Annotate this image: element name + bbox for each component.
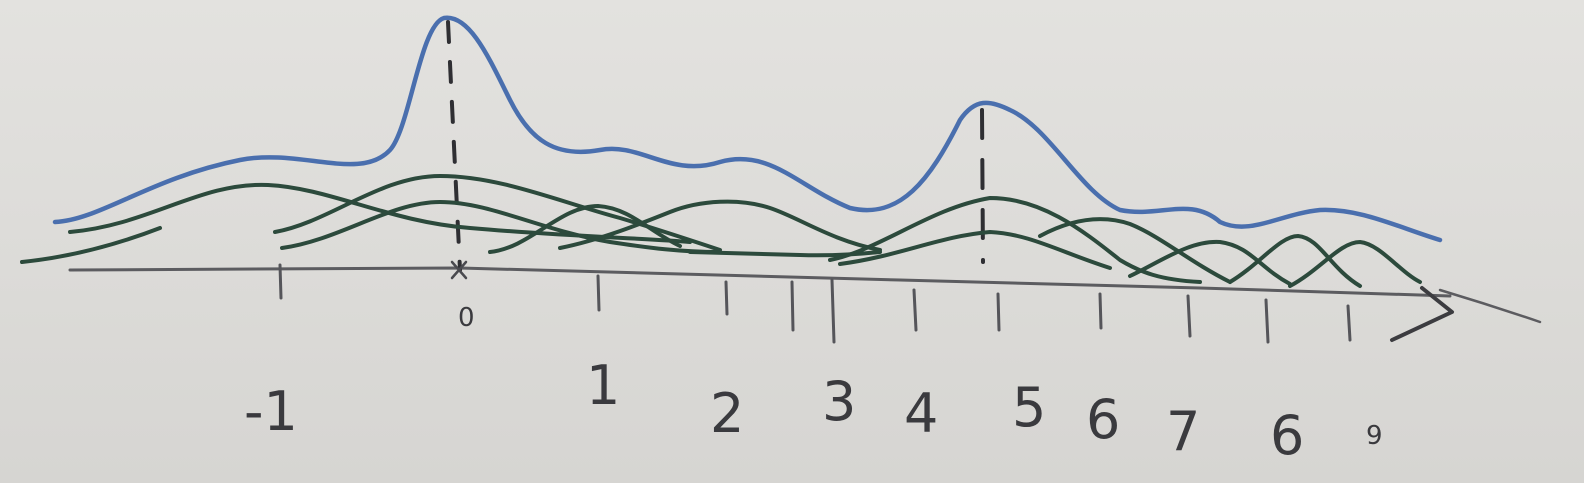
axis-label-9: 9: [1366, 421, 1383, 451]
component-curve-9: [1288, 240, 1422, 288]
axis-label-5: 5: [1012, 376, 1046, 439]
component-curve-1: [488, 204, 682, 254]
tick-6: [1098, 292, 1103, 330]
component-curve-2: [558, 199, 882, 252]
component-curve-8: [1228, 234, 1362, 288]
tick-3: [830, 278, 836, 344]
axis-label-2: 2: [710, 382, 744, 445]
x-axis: [68, 266, 1542, 342]
peak-marker-0: [446, 20, 462, 272]
component-curve-0b: [280, 200, 722, 254]
component-curve-left-tail: [20, 226, 162, 264]
axis-label-8: 6: [1270, 404, 1304, 467]
tick-7: [1186, 294, 1192, 338]
axis-label-3: 3: [822, 370, 856, 433]
tick-9: [1346, 304, 1352, 342]
tick-4: [912, 288, 918, 332]
tick-marks: [278, 263, 1352, 344]
axis-label-m1: -1: [244, 380, 298, 443]
tick-2b: [790, 280, 795, 332]
tick-5: [996, 292, 1001, 332]
axis-label-6: 6: [1086, 388, 1120, 451]
peak-marker-5: [980, 108, 985, 264]
component-curve-6: [1038, 217, 1232, 284]
tick-8: [1264, 298, 1270, 344]
origin-label: 0: [458, 303, 475, 333]
axis-label-1: 1: [586, 354, 620, 417]
component-curve-3: [688, 250, 882, 258]
axis-label-7: 7: [1166, 400, 1200, 463]
axis-line: [68, 266, 1452, 298]
component-curve-4: [828, 196, 1202, 284]
component-curves: [20, 174, 1422, 288]
axis-arrowhead: [1390, 286, 1454, 342]
origin-cross: [450, 260, 468, 280]
tick-2: [724, 280, 729, 316]
tick-m1: [278, 263, 283, 300]
component-curve-0a: [273, 174, 722, 252]
axis-extension-line: [1438, 288, 1542, 324]
axis-labels: 0 -1 1 2 3 4 5 6 7 6 9: [244, 303, 1383, 467]
component-curve-5: [838, 230, 1112, 270]
component-curve-7: [1128, 239, 1292, 286]
tick-1: [596, 274, 601, 312]
component-curve-m1: [68, 182, 692, 244]
envelope-curve: [52, 15, 1443, 243]
axis-label-4: 4: [904, 382, 938, 445]
